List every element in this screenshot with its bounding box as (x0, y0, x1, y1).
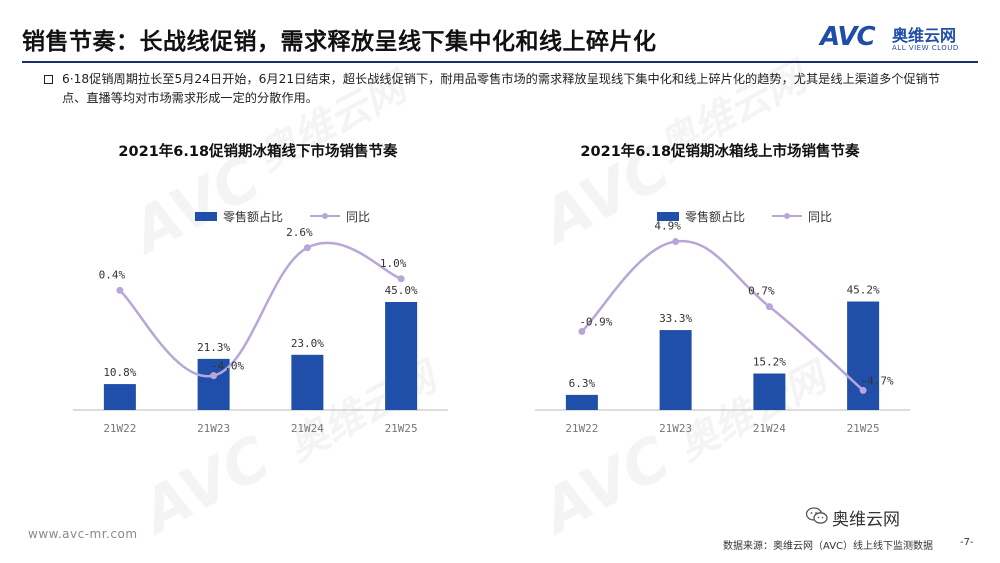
yoy-series-line (119, 241, 402, 378)
bar-data-label: 33.3% (659, 312, 692, 325)
bar-21W22 (565, 394, 598, 410)
yoy-data-label: -0.9% (579, 315, 612, 328)
bar-data-label: 10.8% (103, 366, 136, 379)
bar-21W24 (753, 373, 786, 410)
logo-mark: AVC (820, 22, 876, 52)
title-divider (22, 61, 978, 63)
yoy-data-label: 0.4% (99, 268, 126, 281)
legend-bar-label: 零售额占比 (685, 209, 745, 224)
online-sales-chart: 2021年6.18促销期冰箱线上市场销售节奏 零售额占比 同比 6.3% 21W22 3… (510, 140, 930, 440)
online-chart-plot: 零售额占比 同比 6.3% 21W22 33.3% 21W23 15.2% 21W24 45.2… (535, 209, 910, 435)
x-tick-label: 21W23 (197, 422, 230, 435)
chart-legend: 零售额占比 同比 (657, 209, 832, 224)
yoy-data-label: -4.7% (861, 374, 894, 387)
x-tick-label: 21W25 (847, 422, 880, 435)
footer-url: www.avc-mr.com (28, 527, 138, 541)
bar-21W23 (197, 358, 230, 410)
bar-data-label: 15.2% (753, 356, 786, 369)
bar-21W22 (103, 384, 136, 410)
x-tick-label: 21W24 (291, 422, 324, 435)
yoy-point-21W25 (859, 386, 867, 394)
x-tick-label: 21W22 (103, 422, 136, 435)
offline-chart-plot: 零售额占比 同比 10.8% 21W22 21.3% 21W23 23.0% 21W24 45.… (73, 209, 448, 435)
yoy-point-21W24 (303, 244, 311, 252)
yoy-data-label: 0.7% (748, 285, 775, 298)
avc-logo: AVC 奥维云网 ALL VIEW CLOUD (820, 20, 970, 62)
x-tick-label: 21W24 (753, 422, 786, 435)
bar-21W25 (385, 302, 418, 410)
watermark-avc: AVC (531, 423, 681, 547)
yoy-data-label: 4.9% (654, 220, 681, 233)
legend-bar-swatch (657, 212, 679, 221)
legend-line-marker (322, 213, 328, 219)
wechat-icon (806, 507, 828, 524)
yoy-point-21W25 (397, 275, 405, 283)
legend-bar-label: 零售额占比 (223, 209, 283, 224)
x-tick-label: 21W22 (565, 422, 598, 435)
chart-title: 2021年6.18促销期冰箱线下市场销售节奏 (118, 144, 398, 160)
data-source-note: 数据来源：奥维云网（AVC）线上线下监测数据 (723, 541, 934, 552)
bar-data-label: 45.2% (847, 284, 880, 297)
yoy-data-label: -4.0% (211, 360, 244, 373)
wechat-account-name: 奥维云网 (832, 510, 900, 530)
bar-21W24 (291, 354, 324, 410)
summary-text: 6·18促销周期拉长至5月24日开始，6月21日结束，超长战线促销下，耐用品零售… (62, 72, 941, 105)
bar-21W23 (659, 330, 692, 410)
logo-chinese-name: 奥维云网 (892, 26, 957, 45)
x-tick-label: 21W25 (385, 422, 418, 435)
yoy-point-21W22 (578, 327, 586, 335)
logo-english-name: ALL VIEW CLOUD (892, 44, 959, 52)
x-tick-label: 21W23 (659, 422, 692, 435)
bullet-square-icon (44, 75, 53, 84)
legend-line-label: 同比 (346, 210, 370, 224)
page-number: -7- (960, 537, 974, 548)
bar-data-label: 23.0% (291, 337, 324, 350)
page-title: 销售节奏：长战线促销，需求释放呈线下集中化和线上碎片化 (22, 29, 657, 55)
offline-sales-chart: 2021年6.18促销期冰箱线下市场销售节奏 零售额占比 同比 10.8% 21W22… (48, 140, 468, 440)
bar-data-label: 21.3% (197, 341, 230, 354)
yoy-point-21W23 (672, 238, 680, 246)
yoy-data-label: 2.6% (286, 226, 313, 239)
watermark-avc: AVC (131, 423, 281, 547)
yoy-point-21W23 (210, 372, 218, 380)
yoy-point-21W22 (116, 286, 124, 294)
yoy-data-label: 1.0% (380, 257, 407, 270)
yoy-series-line (581, 239, 864, 392)
bar-data-label: 45.0% (385, 284, 418, 297)
legend-line-marker (784, 213, 790, 219)
chart-legend: 零售额占比 同比 (195, 209, 370, 224)
bar-data-label: 6.3% (569, 377, 596, 390)
chart-title: 2021年6.18促销期冰箱线上市场销售节奏 (580, 144, 860, 160)
legend-bar-swatch (195, 212, 217, 221)
legend-line-label: 同比 (808, 210, 832, 224)
yoy-point-21W24 (765, 303, 773, 311)
